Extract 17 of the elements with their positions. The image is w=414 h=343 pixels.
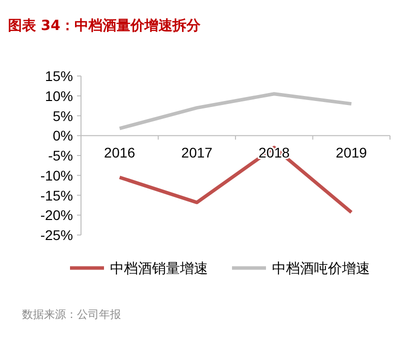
y-tick-label: 10% [44,88,73,104]
y-tick-label: 0% [52,128,73,144]
x-tick-label: 2019 [336,144,368,161]
y-tick-label: -25% [40,227,73,243]
title: 图表 34：中档酒量价增速拆分 [8,18,200,34]
y-tick-label: -20% [40,207,73,224]
source-note: 数据来源：公司年报 [22,308,121,321]
line-series [118,92,354,130]
y-tick-label: 15% [44,68,73,84]
y-tick-label: -10% [40,167,73,184]
y-tick-label: -5% [48,148,73,164]
x-tick-label: 2017 [181,144,213,161]
y-tick-label: -15% [40,187,73,204]
y-tick-label: 5% [52,108,73,124]
legend-label: 中档酒销量增速 [110,261,208,277]
legend-label: 中档酒吨价增速 [272,261,370,277]
x-tick-label: 2016 [104,144,136,161]
